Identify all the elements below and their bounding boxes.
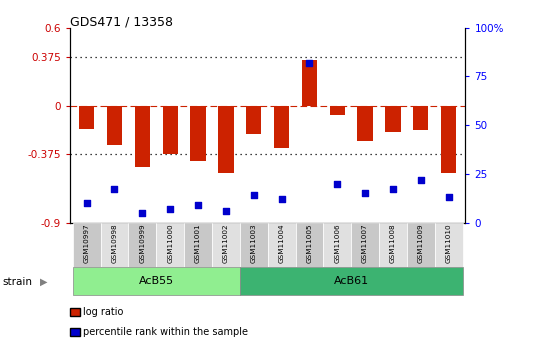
Point [166,206,174,211]
Text: strain: strain [3,277,33,287]
Bar [351,223,379,267]
Text: GSM11005: GSM11005 [307,224,313,264]
Text: GSM11000: GSM11000 [167,224,173,264]
Text: GSM11003: GSM11003 [251,224,257,264]
Bar [73,267,240,295]
Bar [274,106,289,148]
Bar [357,106,373,141]
Text: GSM10998: GSM10998 [111,224,117,264]
Bar [267,223,295,267]
Bar [156,223,184,267]
Text: AcB61: AcB61 [334,276,369,286]
Text: ▶: ▶ [40,277,48,287]
Bar [413,106,428,130]
Point [333,181,342,186]
Bar [323,223,351,267]
Bar [129,223,156,267]
Bar [330,106,345,115]
Point [110,187,119,192]
Bar [79,106,94,129]
Bar [162,106,178,154]
Text: GDS471 / 13358: GDS471 / 13358 [70,16,173,29]
Point [250,193,258,198]
Point [82,200,91,206]
Text: GSM10999: GSM10999 [139,224,145,264]
Point [444,195,453,200]
Point [416,177,425,183]
Bar [101,223,129,267]
Text: GSM11008: GSM11008 [390,224,396,264]
Bar [302,60,317,106]
Point [194,202,202,208]
Text: log ratio: log ratio [83,307,124,317]
Bar [107,106,122,145]
Point [305,60,314,66]
Bar [73,223,101,267]
Text: GSM11009: GSM11009 [418,224,424,264]
Bar [190,106,206,161]
Text: GSM11004: GSM11004 [279,224,285,264]
Point [222,208,230,214]
Bar [184,223,212,267]
Text: GSM11001: GSM11001 [195,224,201,264]
Text: GSM11010: GSM11010 [445,224,452,264]
Bar [212,223,240,267]
Text: AcB55: AcB55 [139,276,174,286]
Bar [218,106,233,173]
Point [388,187,397,192]
Point [277,196,286,202]
Bar [385,106,401,131]
Bar [435,223,463,267]
Bar [295,223,323,267]
Text: percentile rank within the sample: percentile rank within the sample [83,327,249,337]
Bar [240,267,463,295]
Bar [379,223,407,267]
Text: GSM11002: GSM11002 [223,224,229,264]
Bar [240,223,267,267]
Point [138,210,147,216]
Bar [441,106,456,173]
Bar [407,223,435,267]
Bar [246,106,261,134]
Bar [134,106,150,167]
Text: GSM11006: GSM11006 [334,224,340,264]
Point [361,190,370,196]
Text: GSM11007: GSM11007 [362,224,368,264]
Text: GSM10997: GSM10997 [83,224,90,264]
